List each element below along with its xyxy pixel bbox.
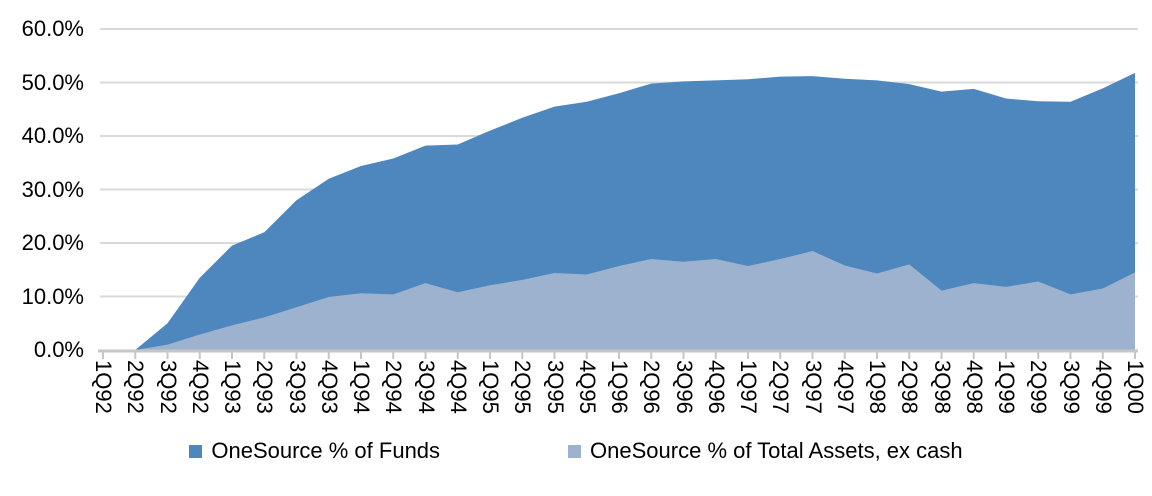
x-axis-tick-label: 2Q92 — [123, 360, 149, 414]
x-axis-tick-label: 1Q98 — [865, 360, 890, 414]
x-axis-tick-label: 1Q93 — [220, 360, 245, 414]
y-axis-tick-label: 10.0% — [21, 283, 84, 309]
x-axis-tick-label: 4Q99 — [1090, 360, 1116, 414]
x-axis-tick-label: 2Q98 — [897, 360, 923, 414]
x-axis-tick-label: 1Q94 — [349, 360, 374, 414]
assets-area-series — [103, 251, 1135, 350]
x-axis-tick-label: 3Q93 — [284, 360, 310, 414]
x-axis-tick-label: 1Q95 — [478, 360, 503, 414]
x-axis-tick-label: 4Q96 — [703, 360, 729, 414]
x-axis-tick-label: 3Q96 — [671, 360, 697, 414]
legend-swatch-funds — [189, 444, 203, 458]
x-axis-tick-label: 3Q95 — [542, 360, 568, 414]
x-axis-tick-label: 2Q97 — [768, 360, 794, 414]
x-axis-tick-label: 3Q94 — [413, 360, 439, 414]
y-axis-tick-label: 50.0% — [21, 69, 84, 95]
x-axis-tick-label: 4Q98 — [961, 360, 987, 414]
legend-item-funds: OneSource % of Funds — [189, 439, 440, 463]
x-axis-tick-label: 3Q99 — [1058, 360, 1084, 414]
x-axis-tick-label: 2Q94 — [381, 360, 407, 414]
x-axis-tick-label: 1Q99 — [994, 360, 1019, 414]
x-axis-tick-label: 1Q92 — [91, 360, 116, 414]
x-axis-tick-label: 2Q99 — [1026, 360, 1052, 414]
x-axis-tick-label: 4Q93 — [316, 360, 342, 414]
y-axis-tick-label: 30.0% — [21, 176, 84, 202]
legend-label-funds: OneSource % of Funds — [211, 438, 441, 463]
x-axis-tick-label: 2Q95 — [510, 360, 536, 414]
y-axis-tick-label: 20.0% — [21, 230, 84, 255]
legend-item-assets: OneSource % of Total Assets, ex cash — [568, 439, 963, 463]
y-axis-tick-label: 60.0% — [21, 16, 84, 41]
x-axis-tick-label: 2Q93 — [252, 360, 278, 414]
legend-label-assets: OneSource % of Total Assets, ex cash — [590, 438, 963, 463]
x-axis-tick-label: 1Q96 — [607, 360, 632, 414]
x-axis-tick-label: 4Q92 — [187, 360, 213, 414]
plot-area — [98, 28, 1138, 359]
x-axis-tick-label: 4Q97 — [832, 360, 858, 414]
x-axis-tick-label: 1Q97 — [736, 360, 761, 414]
x-axis-tick-label: 3Q98 — [929, 360, 955, 414]
x-axis-tick-label: 4Q95 — [574, 360, 600, 414]
x-axis-tick-label: 1Q00 — [1123, 360, 1148, 414]
legend: OneSource % of Funds OneSource % of Tota… — [0, 439, 1152, 463]
x-axis-tick-label: 3Q92 — [155, 360, 181, 414]
y-axis-tick-label: 40.0% — [21, 123, 84, 148]
x-axis-tick-label: 4Q94 — [445, 360, 471, 414]
x-axis-tick-label: 3Q97 — [800, 360, 826, 414]
legend-swatch-assets — [568, 444, 582, 458]
y-axis-tick-label: 0.0% — [33, 337, 84, 362]
x-axis-tick-label: 2Q96 — [639, 360, 665, 414]
